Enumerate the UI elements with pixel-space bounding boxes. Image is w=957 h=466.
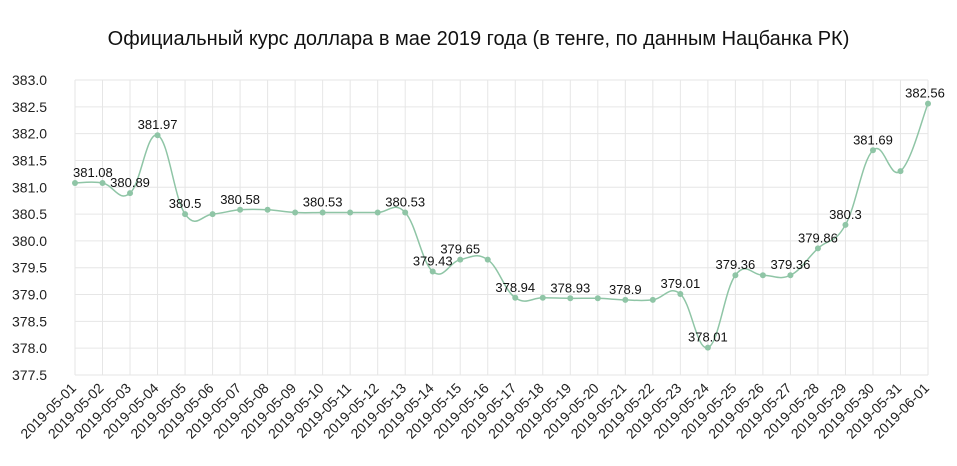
data-point — [677, 291, 684, 298]
y-tick-label: 379.5 — [12, 260, 47, 276]
data-label: 379.36 — [716, 257, 756, 272]
chart-title: Официальный курс доллара в мае 2019 года… — [107, 28, 850, 50]
data-point — [402, 209, 409, 216]
data-label: 380.58 — [220, 192, 260, 207]
data-point — [842, 221, 849, 228]
data-point — [567, 295, 574, 302]
y-tick-label: 378.5 — [12, 313, 47, 329]
data-point — [787, 272, 794, 279]
data-point — [925, 100, 931, 107]
data-point — [512, 294, 519, 301]
y-tick-label: 378.0 — [12, 340, 47, 356]
y-tick-label: 380.0 — [12, 233, 47, 249]
data-label: 378.94 — [495, 280, 535, 295]
data-label: 379.01 — [660, 276, 700, 291]
data-point — [759, 272, 766, 279]
data-point — [732, 272, 739, 279]
data-point — [457, 256, 464, 263]
data-point — [237, 206, 244, 213]
data-label: 379.36 — [771, 257, 811, 272]
data-point — [127, 190, 134, 197]
data-label: 381.08 — [73, 165, 113, 180]
y-tick-label: 382.0 — [12, 126, 47, 142]
data-label: 380.3 — [829, 207, 862, 222]
data-point — [869, 147, 876, 154]
data-label: 379.86 — [798, 230, 838, 245]
data-point — [897, 168, 904, 175]
y-tick-label: 383.0 — [12, 72, 47, 88]
y-tick-label: 381.5 — [12, 152, 47, 168]
data-point — [182, 211, 189, 218]
data-point — [99, 179, 106, 186]
data-label: 380.53 — [303, 194, 343, 209]
data-point — [594, 295, 601, 302]
data-label: 379.43 — [413, 253, 453, 268]
data-label: 381.97 — [138, 117, 178, 132]
data-point — [319, 209, 326, 216]
data-point — [154, 132, 161, 139]
series-line — [74, 103, 929, 349]
y-tick-label: 379.0 — [12, 287, 47, 303]
data-label: 378.93 — [550, 280, 590, 295]
data-point — [429, 268, 436, 275]
data-label: 381.69 — [853, 132, 893, 147]
data-point — [539, 294, 546, 301]
data-point — [814, 245, 821, 252]
y-tick-label: 381.0 — [12, 179, 47, 195]
data-label: 380.5 — [169, 196, 202, 211]
data-label: 378.9 — [609, 282, 642, 297]
y-tick-label: 380.5 — [12, 206, 47, 222]
data-point — [347, 209, 354, 216]
data-label: 382.56 — [905, 86, 945, 101]
data-point — [622, 296, 629, 303]
y-tick-label: 377.5 — [12, 367, 47, 383]
data-label: 379.65 — [440, 242, 480, 257]
data-point — [704, 344, 711, 351]
data-point — [264, 206, 271, 213]
y-tick-label: 382.5 — [12, 99, 47, 115]
data-point — [72, 179, 78, 186]
data-point — [292, 209, 299, 216]
data-label: 378.01 — [688, 330, 728, 345]
data-point — [374, 209, 381, 216]
data-label: 380.89 — [110, 175, 150, 190]
data-label: 380.53 — [385, 194, 425, 209]
data-point — [484, 256, 491, 263]
data-point — [649, 296, 656, 303]
data-point — [209, 211, 216, 218]
